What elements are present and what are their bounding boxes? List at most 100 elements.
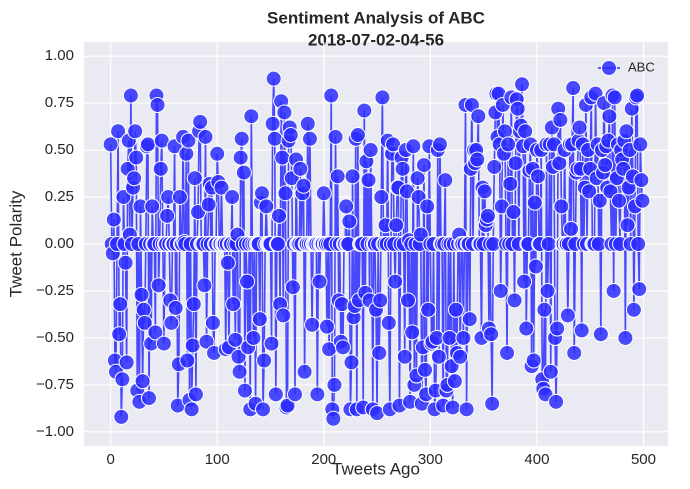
data-point [430,348,447,365]
y-tick-label: −0.50 [36,329,74,346]
data-point [634,192,651,209]
data-point [372,292,389,309]
x-tick-label: 100 [205,451,230,468]
data-point [399,292,416,309]
y-tick-label: 0.50 [45,141,74,158]
data-point [606,89,623,106]
y-tick-label: 1.00 [45,47,74,64]
data-point [484,395,501,412]
data-point [276,104,293,121]
data-point [163,314,180,331]
data-point [282,127,299,144]
data-point [329,168,346,185]
data-point [506,292,523,309]
data-point [183,401,200,418]
data-point [452,348,469,365]
data-point [326,376,343,393]
legend-marker [601,60,617,76]
data-point [315,185,332,202]
data-point [461,311,478,328]
data-point [447,301,464,318]
data-point [446,373,463,390]
plot-area [102,70,651,427]
data-point [299,115,316,132]
data-point [417,361,434,378]
data-point [505,204,522,221]
data-point [563,220,580,237]
data-point [619,217,636,234]
data-point [470,108,487,125]
data-point [486,158,503,175]
data-point [150,277,167,294]
data-point [232,149,249,166]
data-point [631,281,648,298]
data-point [507,155,524,172]
data-point [219,254,236,271]
data-point [373,189,390,206]
data-point [155,335,172,352]
data-point [235,164,252,181]
data-point [245,329,262,346]
data-point [492,282,509,299]
data-point [343,354,360,371]
data-point [127,123,144,140]
data-point [185,296,202,313]
data-point [571,119,588,136]
data-point [529,168,546,185]
x-axis-label: Tweets Ago [332,459,420,478]
data-point [334,339,351,356]
data-point [610,192,627,209]
data-point [549,320,566,337]
data-point [149,96,166,113]
data-point [304,316,321,333]
data-point [344,168,361,185]
data-point [553,198,570,215]
data-point [362,142,379,159]
x-tick-label: 400 [524,451,549,468]
data-point [419,198,436,215]
data-point [632,136,649,153]
data-point [267,386,284,403]
data-point [552,111,569,128]
data-point [625,301,642,318]
y-tick-label: −1.00 [36,423,74,440]
data-point [525,352,542,369]
data-point [136,314,153,331]
data-point [431,136,448,153]
data-point [209,145,226,162]
data-point [630,236,647,252]
data-point [111,326,128,343]
data-point [118,354,135,371]
data-point [144,198,161,215]
y-tick-label: 0.25 [45,188,74,205]
data-point [458,401,475,418]
data-point [404,324,421,341]
data-point [618,123,635,140]
data-point [341,213,358,230]
x-tick-label: 200 [311,451,336,468]
data-point [405,138,422,155]
data-point [287,386,304,403]
data-point [325,410,342,427]
data-point [184,337,201,354]
data-point [279,397,296,414]
data-point [591,192,608,209]
data-point [388,217,405,234]
data-point [605,282,622,299]
data-point [296,363,313,380]
data-point [133,286,150,303]
data-point [499,344,516,361]
data-point [483,326,500,343]
data-point [239,273,256,290]
data-point [387,273,404,290]
data-point [231,363,248,380]
data-point [265,70,282,87]
y-tick-label: −0.75 [36,376,74,393]
data-point [518,320,535,337]
data-point [114,371,131,388]
data-point [581,183,598,200]
chart-title: Sentiment Analysis of ABC [267,8,485,27]
data-point [629,87,646,104]
y-tick-label: −0.25 [36,282,74,299]
